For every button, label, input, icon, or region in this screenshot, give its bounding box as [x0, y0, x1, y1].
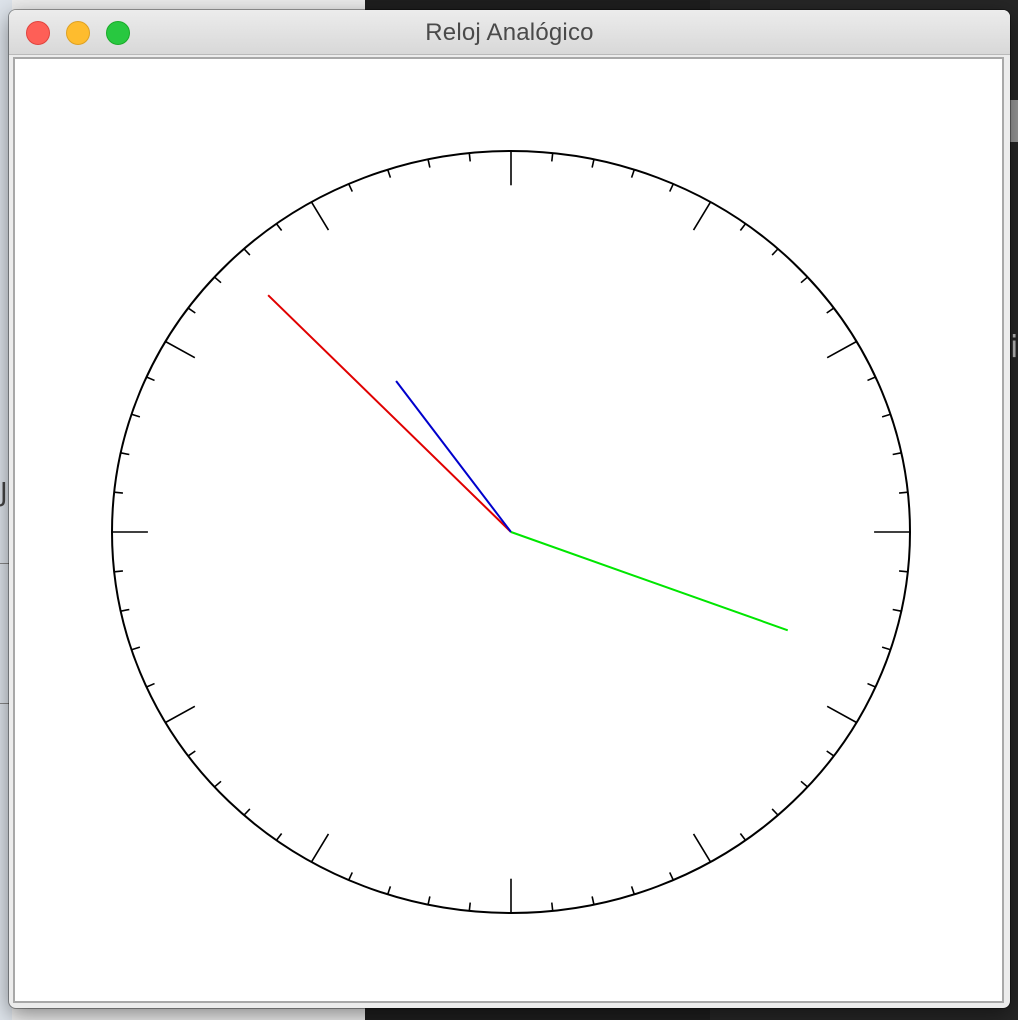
clock-tick	[630, 169, 636, 178]
clock-tick	[243, 248, 251, 256]
clock-tick	[692, 201, 712, 231]
background-divider	[0, 703, 12, 704]
clock-tick	[591, 896, 595, 905]
clock-tick	[668, 183, 675, 192]
clock-ticks	[112, 151, 910, 913]
clock-tick	[550, 152, 554, 162]
window-title: Reloj Analógico	[425, 19, 594, 46]
clock-tick	[826, 750, 835, 757]
clock-tick	[114, 570, 123, 573]
clock-tick	[165, 705, 196, 724]
clock-tick	[800, 780, 809, 788]
background-text-fragment: J	[0, 478, 8, 508]
clock-tick	[427, 159, 431, 168]
clock-tick	[468, 152, 472, 162]
clock-tick	[867, 376, 876, 382]
clock-tick	[347, 183, 354, 192]
clock-tick	[892, 452, 902, 456]
clock-tick	[739, 223, 747, 232]
hour-hand	[395, 380, 512, 533]
clock-tick	[867, 682, 876, 688]
clock-tick	[114, 491, 123, 494]
background-scroll-handle	[1008, 100, 1018, 142]
background-text-fragment: i	[1010, 330, 1018, 365]
clock-tick	[386, 169, 392, 178]
clock-tick	[899, 491, 908, 494]
clock-canvas	[13, 57, 1004, 1003]
clock-tick	[668, 872, 675, 881]
zoom-button[interactable]	[106, 21, 130, 45]
clock-tick	[310, 833, 330, 863]
clock-tick	[427, 896, 431, 905]
clock-tick	[213, 276, 222, 284]
clock-window: Reloj Analógico	[9, 10, 1010, 1008]
clock-tick	[275, 223, 283, 232]
clock-tick	[243, 808, 251, 816]
clock-tick	[131, 413, 141, 418]
clock-tick	[187, 307, 196, 314]
clock-tick	[386, 886, 392, 895]
clock-tick	[771, 808, 779, 816]
clock-tick	[892, 608, 902, 612]
clock-tick	[692, 833, 712, 863]
clock-tick	[771, 248, 779, 256]
clock-tick	[826, 340, 857, 359]
clock-tick	[146, 376, 155, 382]
clock-tick	[881, 646, 891, 651]
clock-tick	[146, 682, 155, 688]
close-button[interactable]	[26, 21, 50, 45]
clock-tick	[347, 872, 354, 881]
clock-tick	[739, 832, 747, 841]
minute-hand	[267, 294, 512, 533]
clock-tick	[131, 646, 141, 651]
clock-tick	[310, 201, 330, 231]
clock-tick	[187, 750, 196, 757]
clock-tick	[630, 886, 636, 895]
clock-tick	[275, 832, 283, 841]
clock-drawing	[111, 150, 911, 914]
second-hand	[510, 531, 789, 632]
clock-tick	[826, 307, 835, 314]
clock-tick	[550, 902, 554, 912]
clock-tick	[826, 705, 857, 724]
clock-tick	[165, 340, 196, 359]
minimize-button[interactable]	[66, 21, 90, 45]
clock-tick	[120, 608, 130, 612]
clock-tick	[591, 159, 595, 168]
background-divider	[0, 563, 12, 564]
title-bar[interactable]: Reloj Analógico	[9, 10, 1010, 55]
clock-tick	[468, 902, 472, 912]
clock-tick	[120, 452, 130, 456]
clock-tick	[899, 570, 908, 573]
clock-tick	[800, 276, 809, 284]
clock-tick	[881, 413, 891, 418]
clock-tick	[213, 780, 222, 788]
